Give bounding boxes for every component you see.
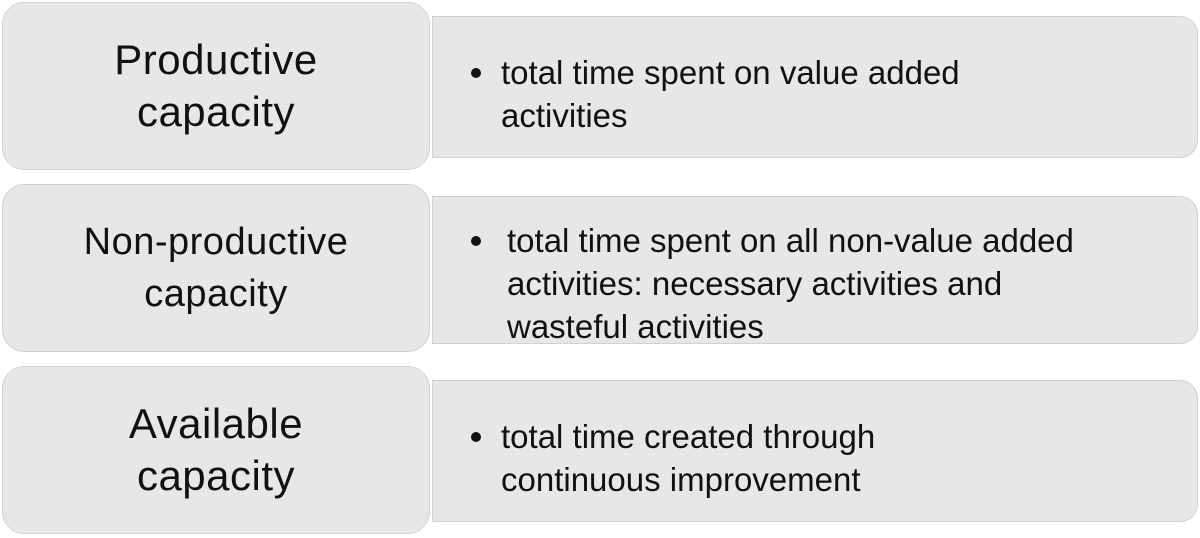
capacity-row-available: Available capacity total time created th… [0,366,1200,536]
bullet-icon [471,432,481,442]
bullet-item: total time spent on value added activiti… [471,51,960,137]
description-box-available: total time created through continuous im… [432,380,1198,522]
label-non-productive-capacity: Non-productive capacity [83,221,349,315]
bullet-icon [471,68,481,78]
bullet-item: total time created through continuous im… [471,415,875,501]
label-productive-capacity: Productive capacity [114,36,318,135]
capacity-row-productive: Productive capacity total time spent on … [0,2,1200,172]
capacity-row-non-productive: Non-productive capacity total time spent… [0,184,1200,354]
description-box-productive: total time spent on value added activiti… [432,16,1198,158]
description-non-productive-capacity: total time spent on all non-value added … [507,222,1074,345]
bullet-icon [471,236,481,246]
label-box-non-productive: Non-productive capacity [2,184,430,352]
description-available-capacity: total time created through continuous im… [501,418,876,498]
description-box-non-productive: total time spent on all non-value added … [432,196,1198,345]
label-available-capacity: Available capacity [128,400,304,499]
label-box-productive: Productive capacity [2,2,430,170]
bullet-item: total time spent on all non-value added … [471,219,1074,348]
description-productive-capacity: total time spent on value added activiti… [501,54,960,134]
label-box-available: Available capacity [2,366,430,534]
